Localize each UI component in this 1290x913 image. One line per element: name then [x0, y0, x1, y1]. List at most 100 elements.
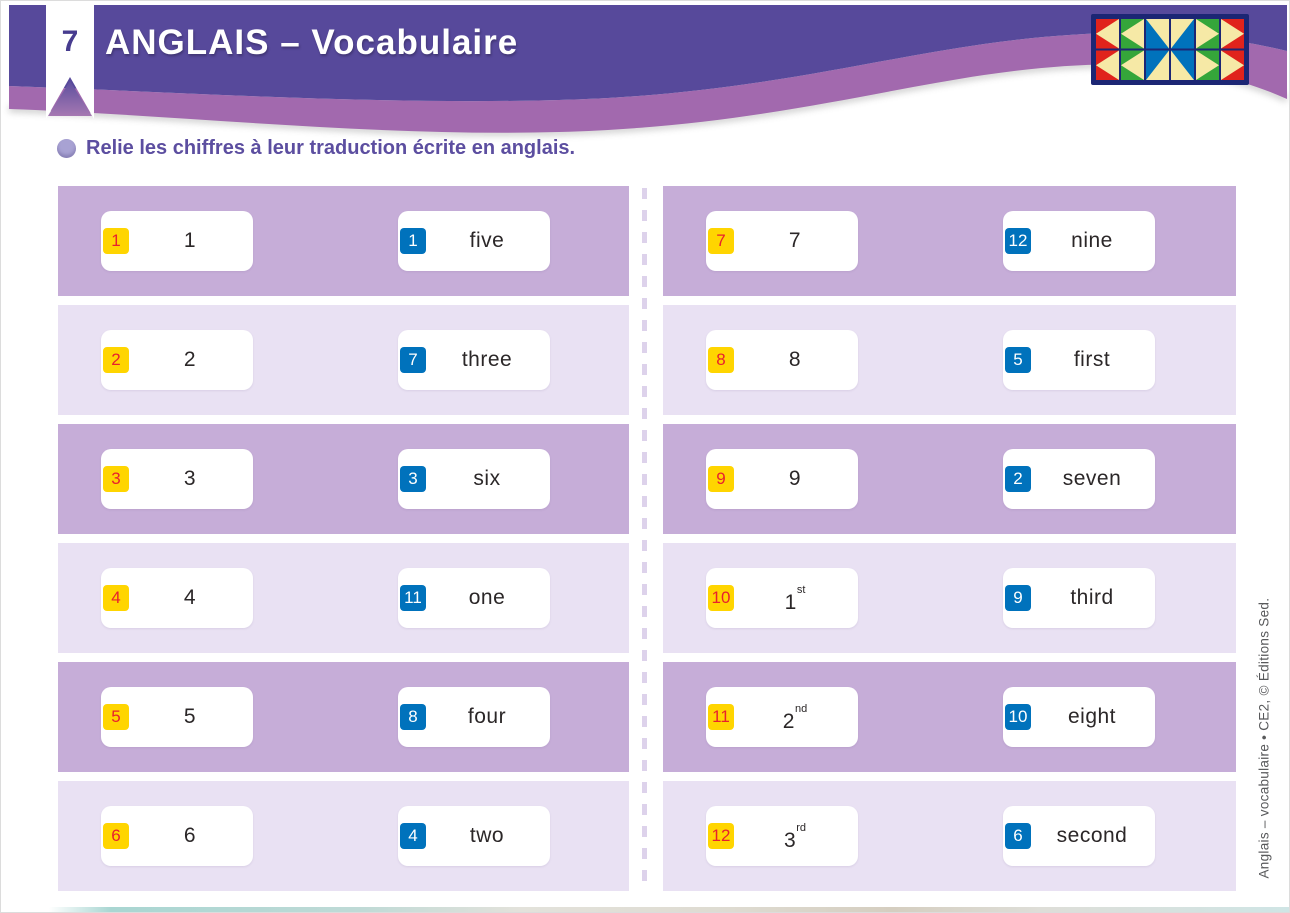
word-label: two	[469, 824, 505, 847]
number-card[interactable]: 4 4	[101, 568, 253, 628]
number-value: 6	[183, 824, 197, 847]
number-card[interactable]: 2 2	[101, 330, 253, 390]
number-value: 3	[183, 467, 197, 490]
wave-mauve-band	[9, 32, 1287, 133]
number-value: 7	[788, 229, 802, 252]
word-tag: 3	[400, 466, 426, 492]
word-card[interactable]: 11 one	[398, 568, 550, 628]
credit-vertical-text: Anglais – vocabulaire • CE2, © Éditions …	[1256, 597, 1272, 879]
word-card[interactable]: 10 eight	[1003, 687, 1155, 747]
number-tag: 6	[103, 823, 129, 849]
word-card[interactable]: 2 seven	[1003, 449, 1155, 509]
number-value: 9	[788, 467, 802, 490]
column-divider	[642, 188, 647, 888]
number-card[interactable]: 10 1st	[706, 568, 858, 628]
exercise-right-panel: 7 7 12 nine 8 8 5 first 9 9 2 seven 10 1…	[663, 186, 1236, 900]
number-tag: 11	[708, 704, 734, 730]
number-card[interactable]: 1 1	[101, 211, 253, 271]
instruction-text: Relie les chiffres à leur traduction écr…	[86, 137, 576, 159]
number-value: 1	[183, 229, 197, 252]
row-band: 5 5 8 four	[58, 662, 629, 772]
row-band: 2 2 7 three	[58, 305, 629, 415]
bookmark-fold-triangle	[48, 81, 92, 116]
number-card[interactable]: 11 2nd	[706, 687, 858, 747]
number-card[interactable]: 6 6	[101, 806, 253, 866]
number-tag: 8	[708, 347, 734, 373]
number-card[interactable]: 12 3rd	[706, 806, 858, 866]
number-value: 2	[183, 348, 197, 371]
row-band: 3 3 3 six	[58, 424, 629, 534]
row-band: 9 9 2 seven	[663, 424, 1236, 534]
row-band: 1 1 1 five	[58, 186, 629, 296]
word-tag: 8	[400, 704, 426, 730]
word-card[interactable]: 9 third	[1003, 568, 1155, 628]
word-label: seven	[1062, 467, 1122, 490]
page-bottom-edge	[49, 907, 1289, 912]
word-card[interactable]: 12 nine	[1003, 211, 1155, 271]
word-tag: 11	[400, 585, 426, 611]
page-number-tab	[46, 1, 94, 119]
word-label: nine	[1071, 229, 1113, 252]
word-label: third	[1070, 586, 1114, 609]
word-label: three	[461, 348, 513, 371]
word-card[interactable]: 6 second	[1003, 806, 1155, 866]
row-band: 7 7 12 nine	[663, 186, 1236, 296]
word-tag: 4	[400, 823, 426, 849]
number-tag: 5	[103, 704, 129, 730]
word-label: six	[473, 467, 501, 490]
number-card[interactable]: 7 7	[706, 211, 858, 271]
number-tag: 3	[103, 466, 129, 492]
word-label: second	[1056, 824, 1128, 847]
number-card[interactable]: 9 9	[706, 449, 858, 509]
word-tag: 12	[1005, 228, 1031, 254]
word-tag: 9	[1005, 585, 1031, 611]
row-band: 6 6 4 two	[58, 781, 629, 891]
word-card[interactable]: 7 three	[398, 330, 550, 390]
number-card[interactable]: 5 5	[101, 687, 253, 747]
number-tag: 9	[708, 466, 734, 492]
word-label: first	[1073, 348, 1111, 371]
page-title: ANGLAIS – Vocabulaire	[105, 23, 519, 62]
word-card[interactable]: 8 four	[398, 687, 550, 747]
number-value: 4	[183, 586, 197, 609]
row-band: 11 2nd 10 eight	[663, 662, 1236, 772]
number-tag: 12	[708, 823, 734, 849]
number-card[interactable]: 3 3	[101, 449, 253, 509]
number-tag: 10	[708, 585, 734, 611]
row-band: 12 3rd 6 second	[663, 781, 1236, 891]
logo-mosaic	[1096, 19, 1244, 80]
word-label: four	[467, 705, 507, 728]
word-card[interactable]: 1 five	[398, 211, 550, 271]
bookmark-ribbon	[46, 1, 94, 119]
word-tag: 2	[1005, 466, 1031, 492]
row-band: 8 8 5 first	[663, 305, 1236, 415]
instruction-line: Relie les chiffres à leur traduction écr…	[57, 137, 575, 160]
wave-dark-band	[9, 5, 1287, 102]
row-band: 4 4 11 one	[58, 543, 629, 653]
number-value: 1st	[784, 584, 806, 614]
number-tag: 4	[103, 585, 129, 611]
publisher-logo	[1091, 14, 1249, 85]
word-label: eight	[1067, 705, 1117, 728]
word-tag: 10	[1005, 704, 1031, 730]
word-label: five	[469, 229, 505, 252]
word-card[interactable]: 3 six	[398, 449, 550, 509]
number-tag: 1	[103, 228, 129, 254]
number-tag: 7	[708, 228, 734, 254]
word-label: one	[468, 586, 506, 609]
number-value: 5	[183, 705, 197, 728]
number-value: 2nd	[782, 703, 808, 733]
exercise-left-panel: 1 1 1 five 2 2 7 three 3 3 3 six 4 4	[58, 186, 629, 900]
number-card[interactable]: 8 8	[706, 330, 858, 390]
bullet-icon	[57, 139, 76, 158]
word-tag: 6	[1005, 823, 1031, 849]
word-tag: 5	[1005, 347, 1031, 373]
number-value: 3rd	[784, 822, 806, 852]
word-tag: 1	[400, 228, 426, 254]
word-card[interactable]: 5 first	[1003, 330, 1155, 390]
page-number: 7	[61, 25, 79, 58]
number-value: 8	[788, 348, 802, 371]
word-card[interactable]: 4 two	[398, 806, 550, 866]
word-tag: 7	[400, 347, 426, 373]
